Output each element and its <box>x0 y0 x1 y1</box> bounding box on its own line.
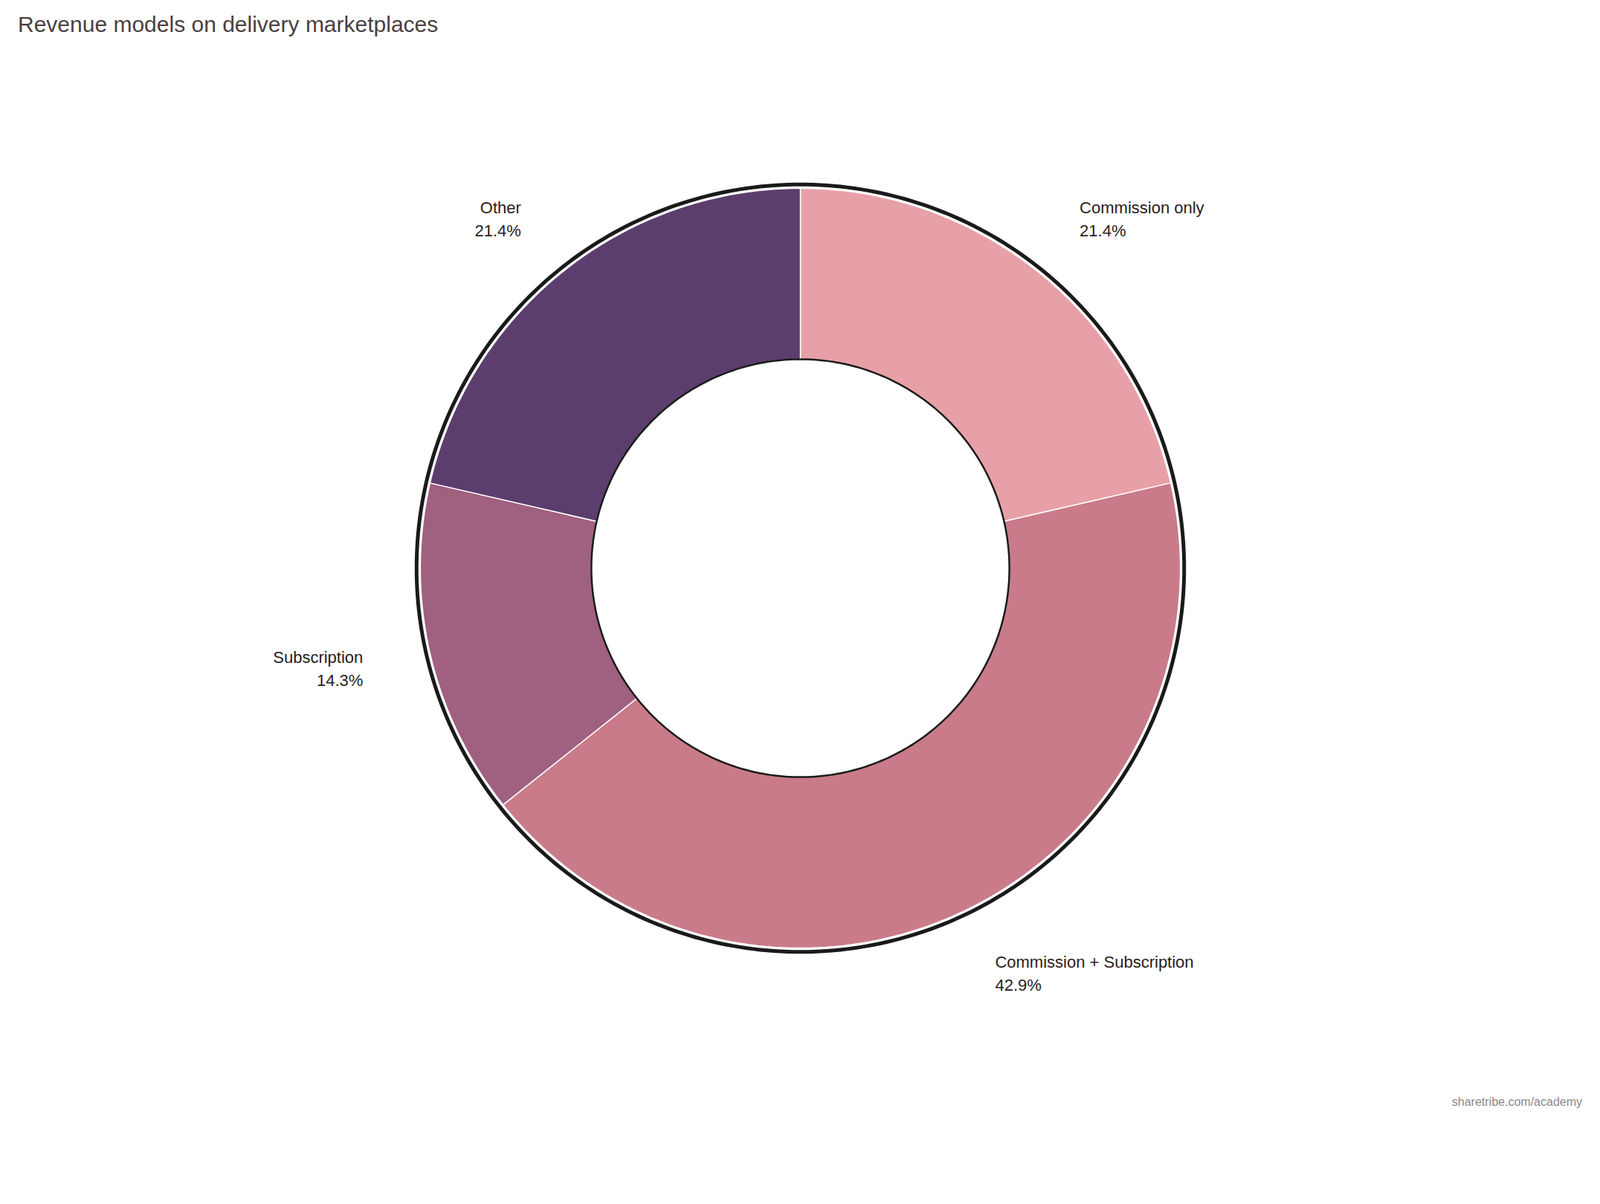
svg-text:Subscription14.3%: Subscription14.3% <box>272 648 363 690</box>
svg-text:Commission + Subscription42.9%: Commission + Subscription42.9% <box>994 953 1194 995</box>
svg-text:Other21.4%: Other21.4% <box>474 198 521 241</box>
html-text:sharetribe.com/academy: sharetribe.com/academy <box>1451 1095 1583 1109</box>
svg-text:Commission only21.4%: Commission only21.4% <box>1079 198 1205 241</box>
html-text:Revenue models on delivery mar: Revenue models on delivery marketplaces <box>17 11 439 37</box>
